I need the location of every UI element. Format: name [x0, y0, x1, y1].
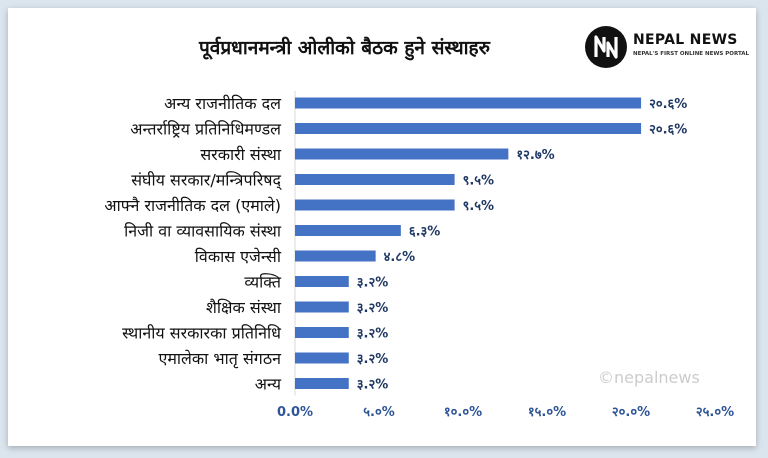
data-label: २०.६%: [649, 123, 687, 138]
x-tick-label: २०.०%: [612, 405, 650, 420]
category-label: सरकारी संस्था: [200, 145, 282, 164]
data-label: ९.५%: [463, 174, 494, 189]
x-tick-label: १५.०%: [528, 405, 566, 420]
nepal-news-logo[interactable]: NEPAL NEWS NEPAL'S FIRST ONLINE NEWS POR…: [583, 24, 749, 70]
bar: [295, 97, 642, 109]
bar: [295, 250, 376, 262]
x-tick-label: २५.०%: [696, 405, 734, 420]
bar: [295, 123, 642, 134]
category-label: अन्य राजनीतिक दल: [164, 94, 282, 113]
data-label: २०.६%: [649, 97, 687, 112]
data-label: ३.२%: [357, 276, 388, 291]
x-tick-label: १०.०%: [444, 405, 482, 420]
watermark: ©nepalnews: [598, 368, 700, 387]
x-tick-label: ५.०%: [363, 405, 394, 420]
bar: [295, 352, 349, 364]
bar: [295, 327, 349, 338]
bar: [295, 378, 349, 389]
category-label: संघीय सरकार/मन्त्रिपरिषद्: [131, 171, 282, 192]
nepal-news-logo-icon: [585, 26, 627, 68]
brand-name: NEPAL NEWS: [633, 32, 738, 48]
x-tick-label: 0.0%: [277, 405, 313, 420]
category-label: विकास एजेन्सी: [195, 247, 282, 266]
data-label: ३.२%: [357, 352, 388, 367]
category-label: अन्तर्राष्ट्रिय प्रतिनिधिमण्डल: [130, 120, 282, 139]
data-label: १२.७%: [516, 148, 554, 163]
bar: [295, 225, 401, 236]
category-label: स्थानीय सरकारका प्रतिनिधि: [122, 324, 282, 343]
data-label: ३.२%: [357, 378, 388, 393]
bar: [295, 276, 349, 287]
brand-tagline: NEPAL'S FIRST ONLINE NEWS PORTAL: [633, 51, 750, 57]
data-label: ४.८%: [384, 250, 415, 265]
category-label: शैक्षिक संस्था: [206, 298, 282, 317]
bar: [295, 148, 509, 160]
category-label: आफ्नै राजनीतिक दल (एमाले): [104, 196, 281, 215]
data-label: ९.५%: [463, 199, 494, 214]
category-label: व्यक्ति: [244, 273, 281, 292]
bar: [295, 174, 455, 185]
category-label: निजी वा व्यावसायिक संस्था: [124, 222, 282, 241]
data-label: ३.२%: [357, 327, 388, 342]
category-label: एमालेका भातृ संगठन: [158, 349, 282, 369]
data-label: ६.३%: [409, 225, 440, 240]
bar: [295, 301, 349, 313]
bar: [295, 199, 455, 211]
data-label: ३.२%: [357, 301, 388, 316]
chart-title: पूर्वप्रधानमन्त्री ओलीको बैठक हुने संस्थ…: [199, 37, 490, 59]
category-label: अन्य: [255, 375, 282, 394]
